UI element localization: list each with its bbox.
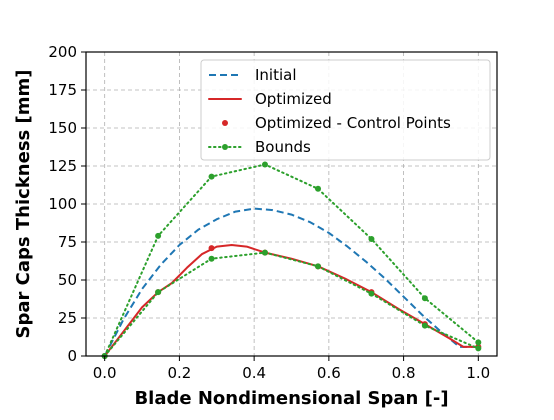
x-axis-label: Blade Nondimensional Span [-] [134,388,448,409]
x-tick-label: 0.6 [317,364,341,382]
y-tick-label: 50 [58,271,77,289]
data-point [421,295,428,302]
y-tick-label: 75 [58,233,77,251]
y-tick-label: 150 [48,119,77,137]
data-point [208,245,215,252]
x-tick-label: 1.0 [466,364,490,382]
data-point [155,232,162,239]
legend-marker [222,144,228,150]
series-3 [101,161,482,359]
data-point [475,339,482,346]
series-2 [101,245,482,359]
data-point [368,235,375,242]
y-tick-label: 200 [48,43,77,61]
series-1 [103,244,480,357]
data-point [475,345,482,352]
y-tick-label: 125 [48,157,77,175]
x-tick-label: 0.2 [167,364,191,382]
data-point [261,161,268,168]
y-tick-label: 0 [67,347,77,365]
legend: Initial Optimized Optimized - Control Poin… [200,59,491,161]
data-point [368,290,375,297]
legend-label: Bounds [255,138,311,156]
series-0 [103,207,479,357]
data-point [421,322,428,329]
data-point [261,249,268,256]
series-line [103,244,480,357]
ticks: 0.0 0.2 0.4 0.6 0.8 1.0 0 25 50 75 100 125 150 175 200 [48,43,490,382]
series-line [103,251,480,357]
series-layer [101,161,482,359]
data-point [315,263,322,270]
legend-marker [222,120,228,126]
y-tick-label: 175 [48,81,77,99]
data-point [315,185,322,192]
legend-item: Optimized - Control Points [222,114,451,132]
y-axis-label: Spar Caps Thickness [mm] [13,70,34,339]
series-line [103,163,480,357]
x-tick-label: 0.8 [392,364,416,382]
data-point [208,255,215,262]
series-line [103,207,479,357]
legend-item: Initial [209,66,297,84]
legend-label: Optimized - Control Points [255,114,451,132]
y-tick-label: 100 [48,195,77,213]
legend-box [200,59,491,161]
legend-item: Optimized [208,90,332,108]
series-4 [101,249,482,359]
x-tick-label: 0.4 [242,364,266,382]
legend-label: Initial [255,66,297,84]
x-tick-label: 0.0 [93,364,117,382]
data-point [155,289,162,296]
legend-label: Optimized [255,90,332,108]
legend-item: Bounds [208,138,311,156]
data-point [208,173,215,180]
y-tick-label: 25 [58,309,77,327]
